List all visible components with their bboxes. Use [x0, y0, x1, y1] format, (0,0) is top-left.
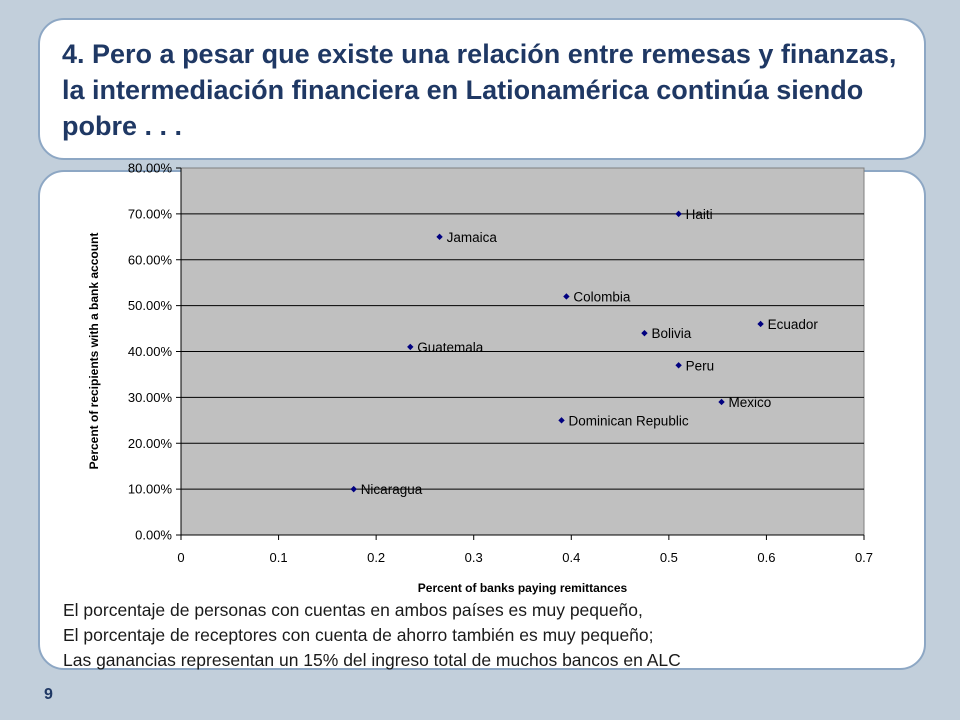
point-marker — [675, 362, 682, 369]
y-tick-label: 20.00% — [128, 436, 173, 451]
point-label: Guatemala — [417, 340, 484, 355]
y-tick-label: 0.00% — [135, 528, 172, 543]
x-tick-label: 0.2 — [367, 550, 385, 565]
x-tick-label: 0.3 — [465, 550, 483, 565]
body-line-2: El porcentaje de receptores con cuenta d… — [63, 625, 654, 645]
slide-title: 4. Pero a pesar que existe una relación … — [62, 39, 897, 141]
point-label: Ecuador — [768, 317, 819, 332]
y-tick-label: 50.00% — [128, 298, 173, 313]
point-marker — [436, 233, 443, 241]
x-axis-title: Percent of banks paying remittances — [418, 581, 628, 595]
point-label: Dominican Republic — [569, 413, 689, 428]
point-marker — [558, 417, 565, 424]
point-marker — [563, 293, 570, 300]
point-label: Jamaica — [447, 230, 498, 245]
point-marker — [718, 398, 725, 406]
point-label: Nicaragua — [361, 482, 423, 497]
x-tick-label: 0.5 — [660, 550, 678, 565]
point-label: Colombia — [573, 289, 631, 304]
point-marker — [641, 329, 648, 337]
point-marker — [407, 343, 414, 351]
point-marker — [757, 320, 764, 328]
y-tick-label: 10.00% — [128, 482, 173, 497]
body-line-3: Las ganancias representan un 15% del ing… — [63, 650, 681, 670]
x-tick-label: 0.4 — [562, 550, 580, 565]
title-box: 4. Pero a pesar que existe una relación … — [38, 18, 926, 160]
point-marker — [350, 485, 357, 493]
x-tick-label: 0.6 — [757, 550, 775, 565]
y-tick-label: 80.00% — [128, 161, 173, 176]
x-tick-label: 0 — [177, 550, 184, 565]
x-tick-label: 0.1 — [270, 550, 288, 565]
point-label: Bolivia — [651, 326, 691, 341]
page-number: 9 — [44, 686, 53, 703]
point-marker — [675, 210, 682, 218]
point-label: Haiti — [686, 207, 713, 222]
y-axis-title: Percent of recipients with a bank accoun… — [87, 233, 101, 470]
x-tick-label: 0.7 — [855, 550, 873, 565]
y-tick-label: 30.00% — [128, 390, 173, 405]
point-label: Mexico — [729, 395, 772, 410]
y-tick-label: 70.00% — [128, 206, 173, 221]
point-label: Peru — [686, 358, 715, 373]
body-text: El porcentaje de personas con cuentas en… — [63, 598, 943, 673]
y-tick-label: 40.00% — [128, 344, 173, 359]
body-line-1: El porcentaje de personas con cuentas en… — [63, 600, 643, 620]
y-tick-label: 60.00% — [128, 252, 173, 267]
